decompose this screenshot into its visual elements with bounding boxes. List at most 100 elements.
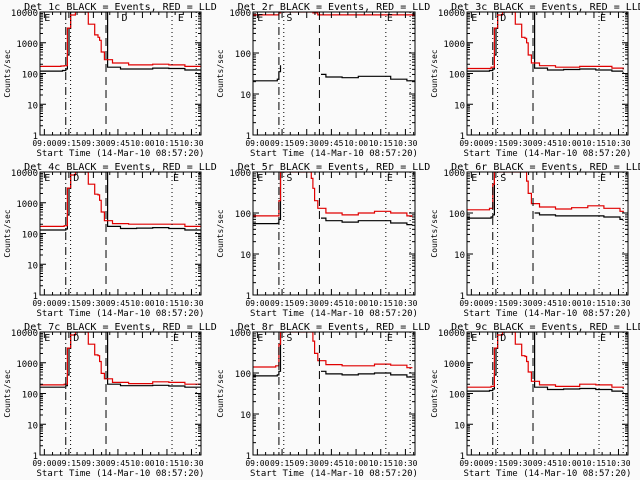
series-line-lld	[253, 172, 413, 217]
y-tick-label: 10000	[11, 169, 38, 179]
interval-marker-label: D	[73, 333, 79, 344]
y-tick-label: 1000	[443, 169, 465, 179]
x-tick-label: 09:30	[508, 139, 532, 148]
y-tick-label: 1000	[229, 9, 251, 19]
series-line-lld	[467, 12, 624, 70]
x-tick-label: 10:30	[606, 299, 630, 308]
interval-marker-label: D	[122, 13, 128, 24]
y-axis-label: Counts/sec	[3, 209, 12, 257]
panel-title: Det 7c BLACK = Events, RED = LLD	[24, 322, 217, 333]
x-tick-label: 09:30	[81, 299, 105, 308]
x-tick-label: 09:30	[508, 459, 532, 468]
y-tick-label: 1000	[443, 360, 465, 370]
y-tick-label: 100	[235, 370, 251, 380]
x-tick-label: 10:30	[179, 459, 203, 468]
x-tick-label: 09:00	[245, 139, 269, 148]
interval-marker-label: S	[286, 173, 292, 184]
interval-marker-label: S	[286, 333, 292, 344]
plot-frame	[466, 331, 629, 456]
plot-frame	[39, 331, 202, 456]
x-tick-label: 09:45	[319, 459, 343, 468]
y-tick-label: 1	[246, 452, 251, 462]
y-tick-label: 1000	[16, 40, 38, 50]
x-tick-label: 10:15	[369, 299, 393, 308]
interval-marker-label: E	[471, 333, 477, 344]
x-tick-label: 09:45	[533, 299, 557, 308]
y-tick-label: 100	[235, 50, 251, 60]
interval-marker-label: E	[471, 13, 477, 24]
x-tick-label: 10:30	[393, 459, 417, 468]
interval-marker-label: E	[44, 13, 50, 24]
panel-title: Det 3c BLACK = Events, RED = LLD	[451, 2, 640, 13]
x-tick-label: 10:30	[606, 459, 630, 468]
x-tick-label: 09:15	[57, 299, 81, 308]
panel-title: Det 6r BLACK = Events, RED = LLD	[451, 162, 640, 173]
x-tick-label: 10:00	[130, 299, 154, 308]
panel-title: Det 4c BLACK = Events, RED = LLD	[24, 162, 217, 173]
interval-marker-label: E	[173, 333, 179, 344]
interval-marker-label: E	[600, 333, 606, 344]
y-axis-label: Counts/sec	[216, 209, 225, 257]
y-tick-label: 10000	[11, 329, 38, 339]
series-line-events	[40, 12, 201, 72]
x-tick-label: 10:30	[179, 299, 203, 308]
y-tick-label: 1000	[443, 40, 465, 50]
x-tick-label: 10:30	[393, 139, 417, 148]
x-tick-label: 09:30	[295, 139, 319, 148]
panel-title: Det 8r BLACK = Events, RED = LLD	[238, 322, 431, 333]
x-tick-label: 10:00	[557, 139, 581, 148]
y-tick-label: 100	[449, 391, 465, 401]
interval-marker-label: E	[471, 173, 477, 184]
y-axis-label: Counts/sec	[216, 49, 225, 97]
x-tick-label: 09:45	[533, 139, 557, 148]
x-tick-label: 09:45	[319, 139, 343, 148]
plot-frame	[252, 171, 416, 296]
x-tick-label: 10:15	[582, 139, 606, 148]
x-tick-label: 10:15	[369, 459, 393, 468]
x-tick-label: 10:00	[557, 459, 581, 468]
plot-frame	[466, 11, 629, 136]
x-tick-label: 09:45	[106, 459, 130, 468]
series-line-events	[40, 332, 201, 389]
x-tick-label: 09:00	[32, 299, 56, 308]
interval-marker-label: S	[286, 13, 292, 24]
y-tick-label: 1	[246, 132, 251, 142]
x-tick-label: 09:15	[57, 139, 81, 148]
y-tick-label: 10	[240, 411, 251, 421]
y-tick-label: 1	[460, 452, 465, 462]
series-line-lld	[467, 332, 624, 389]
y-tick-label: 10	[27, 421, 38, 431]
interval-marker-label: E	[257, 13, 263, 24]
interval-marker-label: E	[257, 173, 263, 184]
y-tick-label: 1	[246, 292, 251, 302]
x-tick-label: 10:15	[155, 299, 179, 308]
plot-frame	[466, 171, 629, 296]
y-tick-label: 1	[460, 292, 465, 302]
x-tick-label: 10:15	[582, 459, 606, 468]
interval-marker-label: E	[44, 333, 50, 344]
x-tick-label: 10:00	[557, 299, 581, 308]
x-axis-label: Start Time (14-Mar-10 08:57:20)	[250, 469, 418, 479]
x-tick-label: 09:00	[459, 299, 483, 308]
y-tick-label: 1000	[229, 169, 251, 179]
interval-marker-label: D	[73, 173, 79, 184]
x-tick-label: 09:30	[81, 459, 105, 468]
y-tick-label: 100	[22, 71, 38, 81]
panel-title: Det 2r BLACK = Events, RED = LLD	[238, 2, 431, 13]
y-tick-label: 100	[449, 210, 465, 220]
y-tick-label: 10	[240, 251, 251, 261]
series-line-lld	[40, 172, 201, 228]
series-line-events	[253, 332, 413, 378]
x-tick-label: 09:45	[533, 459, 557, 468]
x-tick-label: 09:00	[459, 459, 483, 468]
x-tick-label: 09:15	[270, 299, 294, 308]
interval-marker-label: E	[387, 13, 393, 24]
plot-frame	[252, 11, 416, 136]
y-tick-label: 10	[27, 261, 38, 271]
